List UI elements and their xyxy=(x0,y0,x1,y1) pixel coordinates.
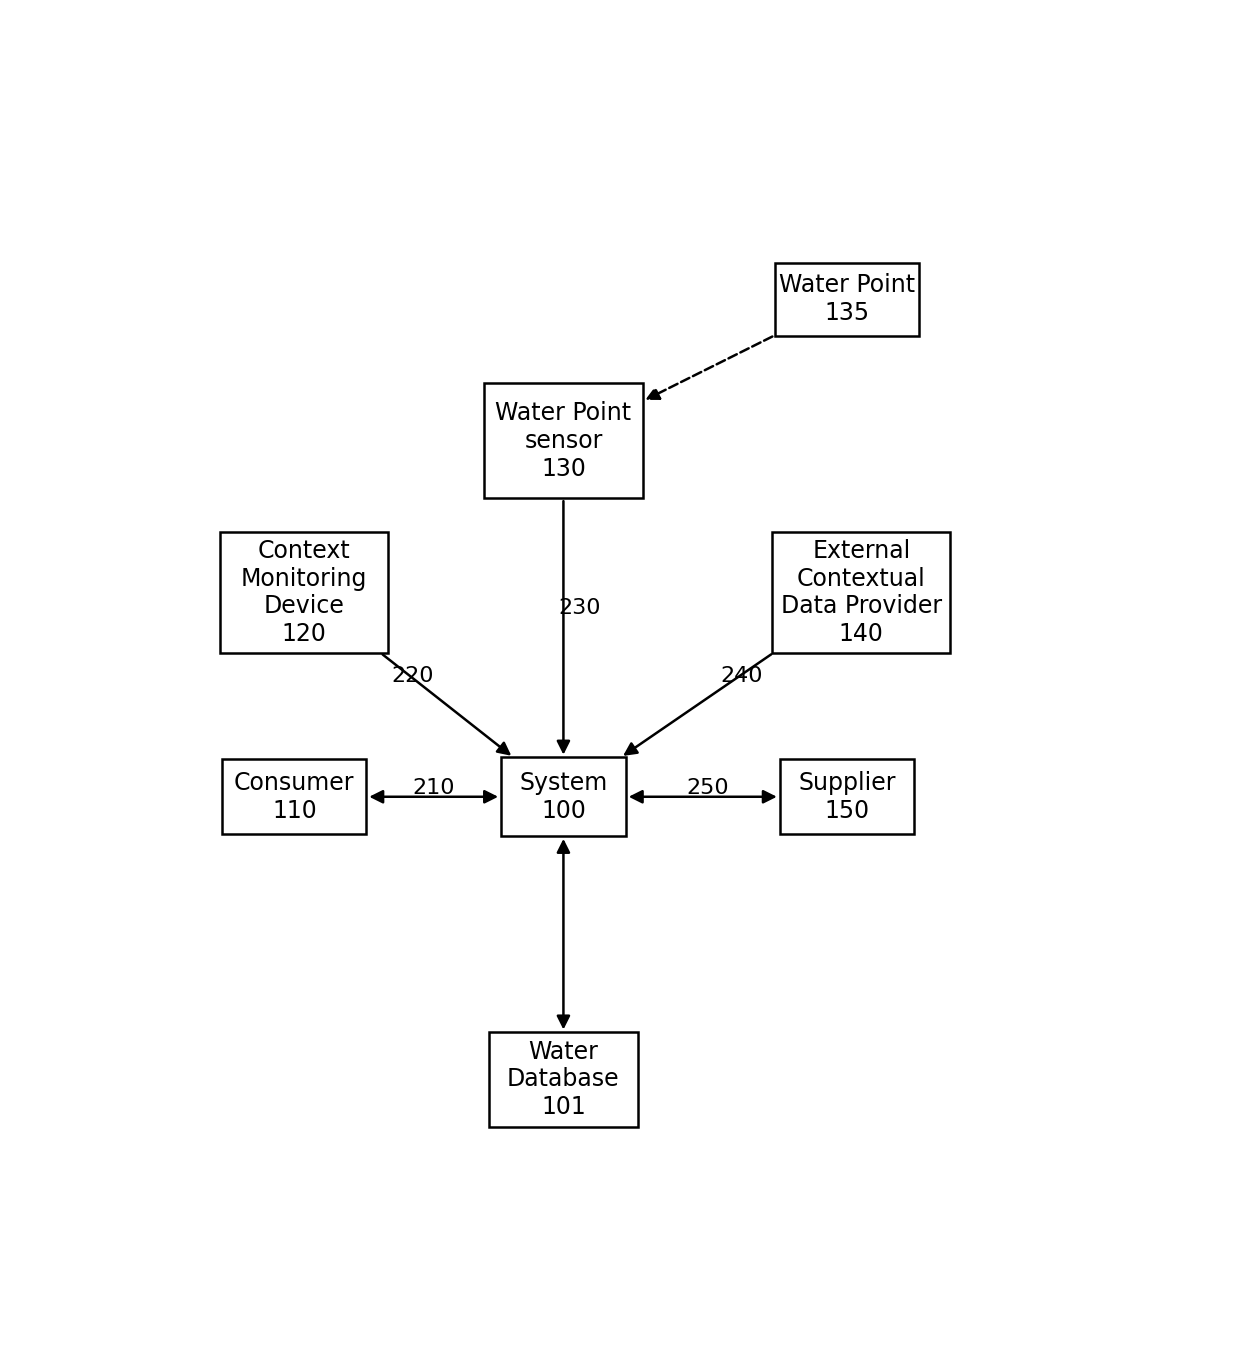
FancyBboxPatch shape xyxy=(219,532,388,653)
FancyBboxPatch shape xyxy=(222,759,367,835)
FancyBboxPatch shape xyxy=(780,759,914,835)
FancyBboxPatch shape xyxy=(501,758,626,836)
FancyBboxPatch shape xyxy=(484,384,642,498)
Text: Context
Monitoring
Device
120: Context Monitoring Device 120 xyxy=(241,539,367,646)
Text: 210: 210 xyxy=(413,778,455,798)
Text: Water
Database
101: Water Database 101 xyxy=(507,1039,620,1119)
Text: 240: 240 xyxy=(720,666,763,687)
FancyBboxPatch shape xyxy=(775,262,919,336)
Text: Supplier
150: Supplier 150 xyxy=(799,771,895,823)
FancyBboxPatch shape xyxy=(489,1032,637,1126)
Text: Water Point
135: Water Point 135 xyxy=(779,273,915,325)
Text: 220: 220 xyxy=(392,666,434,687)
Text: External
Contextual
Data Provider
140: External Contextual Data Provider 140 xyxy=(781,539,942,646)
Text: Consumer
110: Consumer 110 xyxy=(234,771,355,823)
Text: System
100: System 100 xyxy=(520,771,608,823)
Text: Water Point
sensor
130: Water Point sensor 130 xyxy=(495,401,631,480)
Text: 230: 230 xyxy=(558,598,601,619)
Text: 250: 250 xyxy=(686,778,729,798)
FancyBboxPatch shape xyxy=(773,532,950,653)
